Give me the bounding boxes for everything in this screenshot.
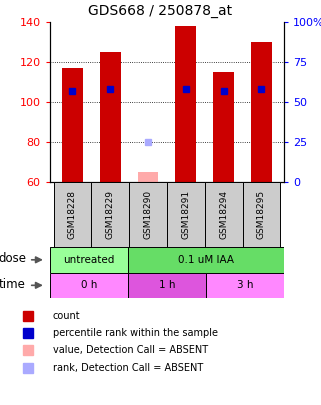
Text: 0 h: 0 h (81, 280, 97, 290)
Text: GDS668 / 250878_at: GDS668 / 250878_at (89, 4, 232, 19)
Text: time: time (0, 277, 26, 290)
Text: GSM18229: GSM18229 (106, 190, 115, 239)
Bar (167, 182, 205, 247)
Bar (91, 182, 129, 247)
Text: 0.1 uM IAA: 0.1 uM IAA (178, 255, 234, 265)
Text: GSM18290: GSM18290 (143, 190, 152, 239)
Text: count: count (53, 311, 80, 320)
Bar (206, 273, 284, 298)
Bar (50, 273, 128, 298)
Bar (50, 247, 128, 273)
Bar (128, 247, 284, 273)
Bar (54, 182, 91, 247)
Bar (100, 52, 121, 182)
Text: rank, Detection Call = ABSENT: rank, Detection Call = ABSENT (53, 363, 203, 373)
Text: GSM18228: GSM18228 (68, 190, 77, 239)
Bar (175, 26, 196, 182)
Text: dose: dose (0, 252, 26, 265)
Bar (251, 42, 272, 182)
Text: 3 h: 3 h (237, 280, 253, 290)
Bar (213, 72, 234, 182)
Text: GSM18291: GSM18291 (181, 190, 190, 239)
Bar (205, 182, 242, 247)
Text: untreated: untreated (63, 255, 115, 265)
Bar (129, 182, 167, 247)
Text: GSM18295: GSM18295 (257, 190, 266, 239)
Bar (138, 172, 159, 182)
Text: percentile rank within the sample: percentile rank within the sample (53, 328, 218, 338)
Text: value, Detection Call = ABSENT: value, Detection Call = ABSENT (53, 345, 208, 355)
Bar (242, 182, 280, 247)
Bar (62, 68, 83, 182)
Bar (128, 273, 206, 298)
Text: 1 h: 1 h (159, 280, 175, 290)
Text: GSM18294: GSM18294 (219, 190, 228, 239)
